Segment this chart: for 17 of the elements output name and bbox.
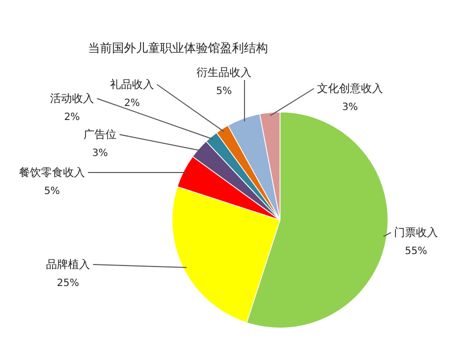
chart-title: 当前国外儿童职业体验馆盈利结构: [88, 41, 268, 55]
slice-label: 文化创意收入: [317, 82, 383, 95]
data-label: 3%: [342, 102, 358, 113]
slice-label: 品牌植入: [46, 258, 90, 271]
data-label: 25%: [56, 278, 80, 289]
slice-label: 门票收入: [394, 226, 438, 239]
slice-label: 餐饮零食收入: [19, 166, 85, 179]
slice-label: 广告位: [84, 128, 116, 141]
data-label: 3%: [92, 148, 108, 159]
data-label: 5%: [216, 86, 232, 97]
slice-label: 衍生品收入: [196, 66, 252, 79]
data-label: 2%: [124, 98, 140, 109]
data-label: 2%: [64, 112, 80, 123]
slice-label: 活动收入: [50, 92, 94, 105]
data-label: 5%: [44, 186, 60, 197]
data-label: 55%: [404, 246, 428, 257]
slice-label: 礼品收入: [110, 78, 154, 91]
